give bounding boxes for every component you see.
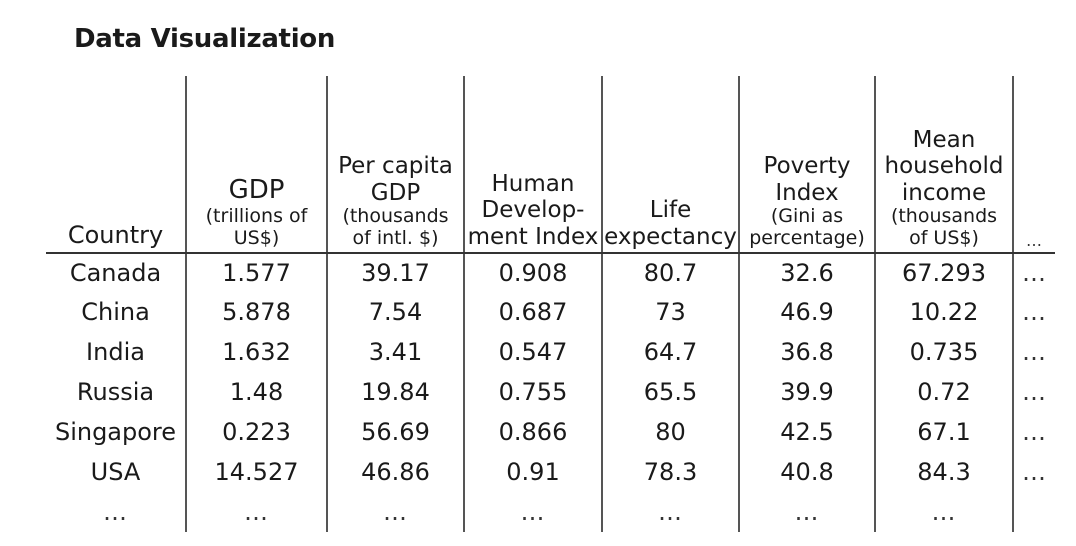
- cell-poverty-index: 36.8: [738, 332, 875, 372]
- ellipsis-row: …………………: [46, 492, 1055, 532]
- cell-more: …: [1012, 292, 1055, 332]
- cell-per-capita-gdp: 46.86: [326, 452, 464, 492]
- cell-gdp: 1.48: [185, 372, 327, 412]
- cell-household-income: 84.3: [874, 452, 1013, 492]
- cell-hdi: 0.755: [463, 372, 602, 412]
- table-row: Russia 1.48 19.84 0.755 65.5 39.9 0.72…: [46, 372, 1055, 412]
- cell-hdi: …: [463, 492, 602, 532]
- cell-gdp: 1.577: [185, 253, 327, 292]
- header-more: …: [1012, 76, 1055, 254]
- cell-poverty-index: 40.8: [738, 452, 875, 492]
- cell-per-capita-gdp: 56.69: [326, 412, 464, 452]
- cell-gdp: …: [185, 492, 327, 532]
- cell-household-income: 67.1: [874, 412, 1013, 452]
- cell-life-expectancy: 80: [601, 412, 739, 452]
- cell-country: …: [103, 498, 128, 526]
- cell-gdp: 1.632: [185, 332, 327, 372]
- cell-poverty-index: 46.9: [738, 292, 875, 332]
- cell-hdi: 0.91: [463, 452, 602, 492]
- cell-life-expectancy: …: [601, 492, 739, 532]
- cell-gdp: 0.223: [185, 412, 327, 452]
- table-row: China 5.878 7.54 0.687 73 46.9 10.22…: [46, 292, 1055, 332]
- cell-life-expectancy: 80.7: [601, 253, 739, 292]
- cell-per-capita-gdp: 7.54: [326, 292, 464, 332]
- header-row: Country GDP (trillions of US$) Per capit…: [46, 76, 1055, 254]
- cell-household-income: 0.735: [874, 332, 1013, 372]
- table-row: India 1.632 3.41 0.547 64.7 36.8 0.735…: [46, 332, 1055, 372]
- cell-more: [1012, 492, 1055, 532]
- cell-more: …: [1012, 412, 1055, 452]
- header-per-capita-gdp: Per capita GDP (thousands of intl. $): [326, 76, 464, 254]
- cell-household-income: 0.72: [874, 372, 1013, 412]
- table-row: USA 14.527 46.86 0.91 78.3 40.8 84.3…: [46, 452, 1055, 492]
- header-gdp: GDP (trillions of US$): [185, 76, 327, 254]
- cell-more: …: [1012, 332, 1055, 372]
- cell-more: …: [1012, 372, 1055, 412]
- cell-country: India: [86, 338, 145, 366]
- cell-per-capita-gdp: 39.17: [326, 253, 464, 292]
- cell-household-income: 10.22: [874, 292, 1013, 332]
- header-poverty-index: Poverty Index (Gini as percentage): [738, 76, 875, 254]
- cell-country: Russia: [76, 378, 155, 406]
- cell-country: Canada: [69, 259, 162, 287]
- cell-poverty-index: 42.5: [738, 412, 875, 452]
- cell-poverty-index: 39.9: [738, 372, 875, 412]
- cell-household-income: …: [874, 492, 1013, 532]
- cell-hdi: 0.908: [463, 253, 602, 292]
- cell-life-expectancy: 78.3: [601, 452, 739, 492]
- header-country: Country: [46, 76, 186, 254]
- header-life-expectancy: Life expectancy: [601, 76, 739, 254]
- cell-hdi: 0.547: [463, 332, 602, 372]
- cell-life-expectancy: 65.5: [601, 372, 739, 412]
- slide-title: Data Visualization: [74, 24, 336, 54]
- cell-per-capita-gdp: …: [326, 492, 464, 532]
- table-row: Singapore 0.223 56.69 0.866 80 42.5 67.1…: [46, 412, 1055, 452]
- table-row: Canada 1.577 39.17 0.908 80.7 32.6 67.293…: [46, 253, 1055, 292]
- cell-life-expectancy: 73: [601, 292, 739, 332]
- cell-gdp: 5.878: [185, 292, 327, 332]
- cell-per-capita-gdp: 19.84: [326, 372, 464, 412]
- cell-country: China: [81, 298, 150, 326]
- cell-per-capita-gdp: 3.41: [326, 332, 464, 372]
- header-hdi: Human Develop- ment Index: [463, 76, 602, 254]
- cell-poverty-index: …: [738, 492, 875, 532]
- cell-hdi: 0.687: [463, 292, 602, 332]
- cell-country: USA: [90, 458, 141, 486]
- cell-more: …: [1012, 253, 1055, 292]
- cell-more: …: [1012, 452, 1055, 492]
- cell-hdi: 0.866: [463, 412, 602, 452]
- cell-country: Singapore: [54, 418, 177, 446]
- country-data-table: Country GDP (trillions of US$) Per capit…: [46, 76, 1055, 532]
- header-household-income: Mean household income (thousands of US$): [874, 76, 1013, 254]
- cell-life-expectancy: 64.7: [601, 332, 739, 372]
- cell-household-income: 67.293: [874, 253, 1013, 292]
- cell-gdp: 14.527: [185, 452, 327, 492]
- cell-poverty-index: 32.6: [738, 253, 875, 292]
